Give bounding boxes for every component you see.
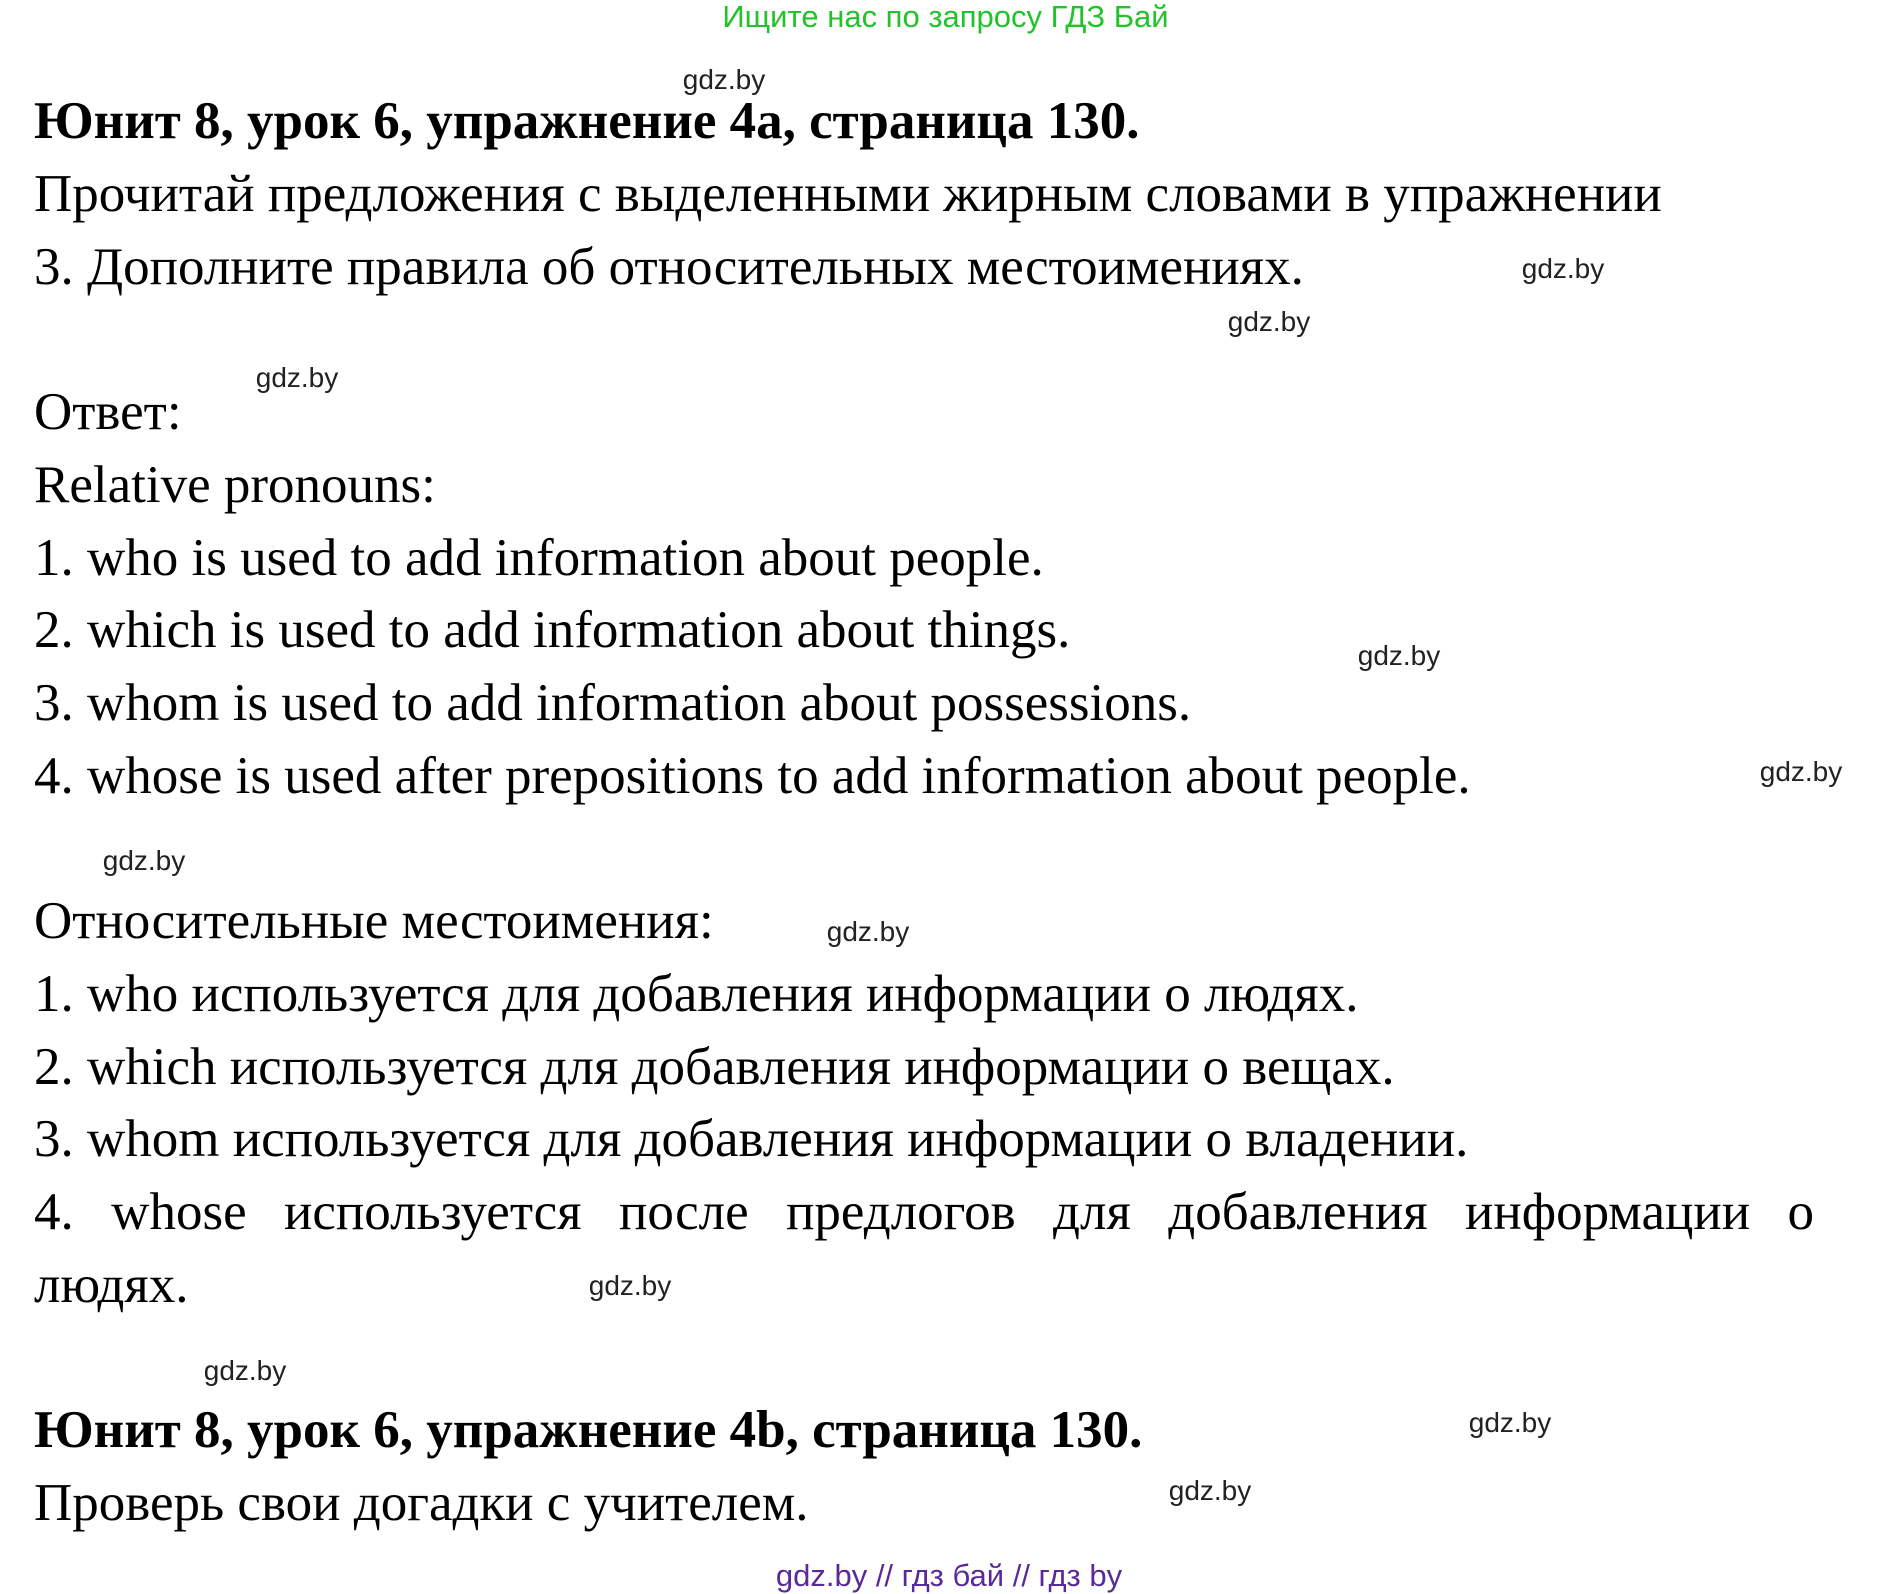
ru-heading: Относительные местоимения:	[34, 892, 714, 950]
en-item: 1. who is used to add information about …	[34, 529, 1044, 587]
en-item: 3. whom is used to add information about…	[34, 674, 1192, 732]
watermark: gdz.by	[588, 1270, 672, 1301]
ru-item: 1. who используется для добавления инфор…	[34, 965, 1359, 1023]
ru-item-continued: людях.	[34, 1256, 189, 1314]
watermark: gdz.by	[1168, 1475, 1252, 1506]
section-title-4a: Юнит 8, урок 6, упражнение 4a, страница …	[34, 92, 1140, 150]
watermark: gdz.by	[255, 362, 339, 393]
watermark: gdz.by	[1521, 253, 1605, 284]
en-item: 4. whose is used after prepositions to a…	[34, 747, 1471, 805]
task-line-1: Прочитай предложения с выделенными жирны…	[34, 165, 1662, 223]
watermark: gdz.by	[102, 845, 186, 876]
watermark: gdz.by	[682, 64, 766, 95]
task-4b: Проверь свои догадки с учителем.	[34, 1474, 809, 1532]
section-title-4b: Юнит 8, урок 6, упражнение 4b, страница …	[34, 1401, 1143, 1459]
watermark: gdz.by	[203, 1355, 287, 1386]
ru-item: 2. which используется для добавления инф…	[34, 1038, 1395, 1096]
watermark: gdz.by	[1468, 1407, 1552, 1438]
search-banner: Ищите нас по запросу ГДЗ Бай	[722, 0, 1169, 34]
answer-label: Ответ:	[34, 383, 182, 441]
ru-item: 3. whom используется для добавления инфо…	[34, 1110, 1469, 1168]
watermark: gdz.by	[1357, 640, 1441, 671]
ru-item: 4. whose используется после предлогов дл…	[34, 1183, 1814, 1241]
task-line-2: 3. Дополните правила об относительных ме…	[34, 238, 1304, 296]
en-heading: Relative pronouns:	[34, 456, 436, 514]
footer-links: gdz.by // гдз бай // гдз by	[775, 1558, 1123, 1593]
watermark: gdz.by	[1227, 306, 1311, 337]
watermark: gdz.by	[1759, 756, 1843, 787]
en-item: 2. which is used to add information abou…	[34, 601, 1071, 659]
watermark: gdz.by	[826, 916, 910, 947]
